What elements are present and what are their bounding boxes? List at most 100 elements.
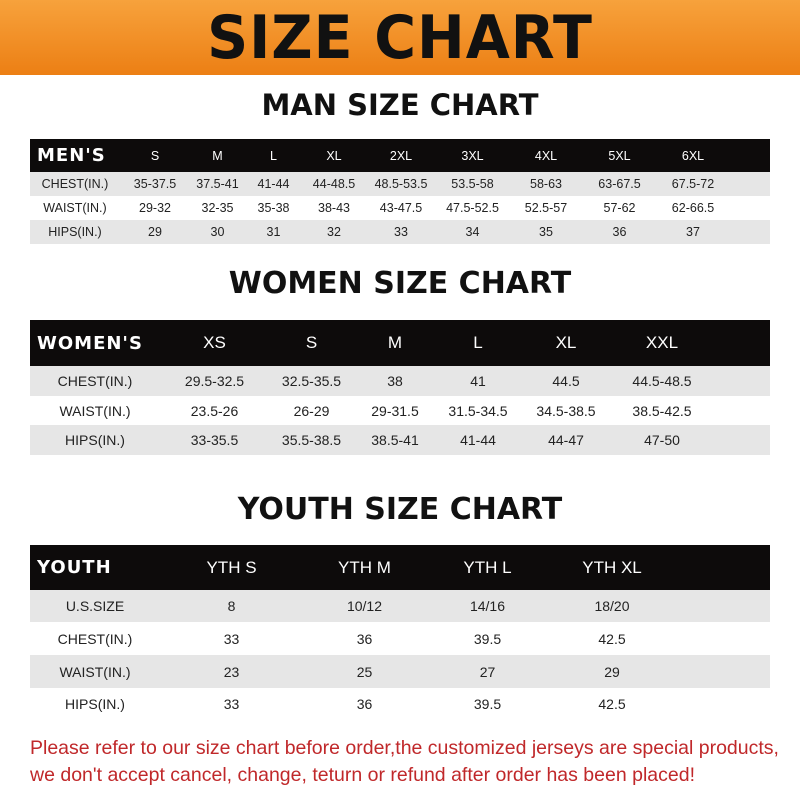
row-label: CHEST(IN.): [57, 630, 133, 647]
cell: 32.5-35.5: [281, 373, 342, 389]
table-row: WAIST(IN.) 23 25 27 29: [30, 655, 770, 688]
row-label: WAIST(IN.): [59, 663, 131, 680]
cell: 10/12: [346, 598, 383, 614]
cell: 29-31.5: [371, 402, 419, 419]
cell: 31: [266, 225, 281, 239]
cell: 26-29: [293, 402, 330, 419]
cell: 37.5-41: [196, 177, 239, 191]
cell: 62-66.5: [671, 201, 715, 215]
banner-title: SIZE CHART: [207, 2, 593, 73]
cell: 41-44: [460, 432, 496, 448]
cell: 4XL: [534, 148, 558, 163]
table-row: HIPS(IN.) 33-35.5 35.5-38.5 38.5-41 41-44 44-…: [30, 425, 770, 455]
cell: 38.5-41: [371, 432, 419, 448]
cell: 36: [356, 696, 373, 712]
row-label: MEN'S: [37, 145, 106, 166]
youth-size-table: YOUTH YTH S YTH M YTH L YTH XL U.S.SIZE 8 10/12…: [30, 545, 770, 720]
cell: 23: [223, 663, 240, 680]
cell: 3XL: [461, 148, 484, 163]
cell: YTH M: [338, 557, 391, 577]
cell: 38: [387, 373, 403, 389]
cell: 67.5-72: [671, 177, 715, 191]
cell: 38.5-42.5: [632, 402, 692, 419]
cell: 2XL: [389, 148, 413, 163]
size-chart-banner: SIZE CHART: [0, 0, 800, 75]
cell: XL: [326, 148, 342, 163]
header-row: MEN'S S M L XL 2XL 3XL 4XL 5XL 6XL: [30, 139, 770, 172]
cell: 44.5: [552, 373, 580, 389]
cell: 18/20: [594, 598, 630, 614]
cell: 32: [327, 225, 341, 239]
cell: YTH XL: [582, 557, 642, 577]
cell: 58-63: [530, 177, 562, 191]
cell: 6XL: [681, 148, 705, 163]
row-label: CHEST(IN.): [57, 373, 133, 389]
row-label: HIPS(IN.): [48, 225, 102, 239]
cell: 42.5: [598, 630, 626, 647]
cell: 48.5-53.5: [374, 177, 428, 191]
women-size-table: WOMEN'S XS S M L XL XXL CHEST(IN.) 29.5-32.5 32.5…: [30, 320, 770, 455]
row-label: U.S.SIZE: [65, 598, 125, 614]
cell: 37: [686, 225, 700, 239]
cell: 35.5-38.5: [281, 432, 342, 448]
cell: 63-67.5: [598, 177, 641, 191]
header-row: YOUTH YTH S YTH M YTH L YTH XL: [30, 545, 770, 590]
cell: L: [473, 333, 483, 352]
cell: 35: [539, 225, 553, 239]
cell: 33-35.5: [190, 432, 239, 448]
cell: 32-35: [201, 201, 234, 215]
cell: 14/16: [469, 598, 506, 614]
cell: M: [212, 148, 223, 163]
youth-title: YOUTH SIZE CHART: [237, 492, 563, 527]
row-label: CHEST(IN.): [41, 177, 109, 191]
table-row: CHEST(IN.) 33 36 39.5 42.5: [30, 622, 770, 655]
cell: 57-62: [603, 201, 636, 215]
table-row: U.S.SIZE 8 10/12 14/16 18/20: [30, 590, 770, 622]
cell: XS: [203, 333, 226, 352]
cell: 29: [148, 225, 162, 239]
cell: 5XL: [608, 148, 631, 163]
table-row: HIPS(IN.) 33 36 39.5 42.5: [30, 688, 770, 720]
row-label: HIPS(IN.): [65, 696, 125, 712]
cell: M: [387, 333, 403, 352]
cell: 38-43: [318, 201, 350, 215]
cell: 23.5-26: [190, 402, 239, 419]
cell: 33: [223, 630, 240, 647]
cell: 47.5-52.5: [446, 201, 499, 215]
table-row: HIPS(IN.) 29 30 31 32 33 34 35 36 37: [30, 220, 770, 244]
row-label: YOUTH: [37, 557, 112, 578]
men-title: MAN SIZE CHART: [261, 88, 539, 122]
table-row: CHEST(IN.) 29.5-32.5 32.5-35.5 38 41 44.5 44.5…: [30, 366, 770, 396]
cell: 47-50: [644, 432, 680, 448]
order-notice: Please refer to our size chart before or…: [30, 737, 779, 786]
row-label: HIPS(IN.): [65, 432, 125, 448]
cell: 33: [223, 696, 240, 712]
cell: 34.5-38.5: [536, 402, 596, 419]
cell: 52.5-57: [524, 201, 568, 215]
cell: 36: [612, 225, 627, 239]
cell: 44-47: [548, 432, 584, 448]
cell: 41: [470, 373, 486, 389]
men-size-table: MEN'S S M L XL 2XL 3XL 4XL 5XL 6XL CHEST(IN.) 35-37…: [30, 139, 770, 244]
cell: 36: [356, 630, 373, 647]
cell: 44-48.5: [312, 177, 356, 191]
cell: 8: [227, 598, 236, 614]
cell: 39.5: [473, 696, 502, 712]
cell: S: [305, 333, 318, 352]
cell: 29-32: [139, 201, 171, 215]
cell: XXL: [645, 333, 679, 352]
cell: 33: [394, 225, 408, 239]
row-label: WAIST(IN.): [59, 402, 131, 419]
cell: YTH L: [463, 557, 512, 577]
cell: 44.5-48.5: [632, 373, 692, 389]
cell: 53.5-58: [451, 177, 494, 191]
cell: 42.5: [598, 696, 626, 712]
cell: 29.5-32.5: [184, 373, 245, 389]
cell: 25: [356, 663, 373, 680]
cell: 43-47.5: [379, 201, 423, 215]
table-row: WAIST(IN.) 29-32 32-35 35-38 38-43 43-47.5 47.…: [30, 196, 770, 220]
cell: 27: [479, 663, 496, 680]
cell: 29: [604, 663, 620, 680]
row-label: WOMEN'S: [37, 332, 143, 354]
cell: 34: [465, 225, 480, 239]
